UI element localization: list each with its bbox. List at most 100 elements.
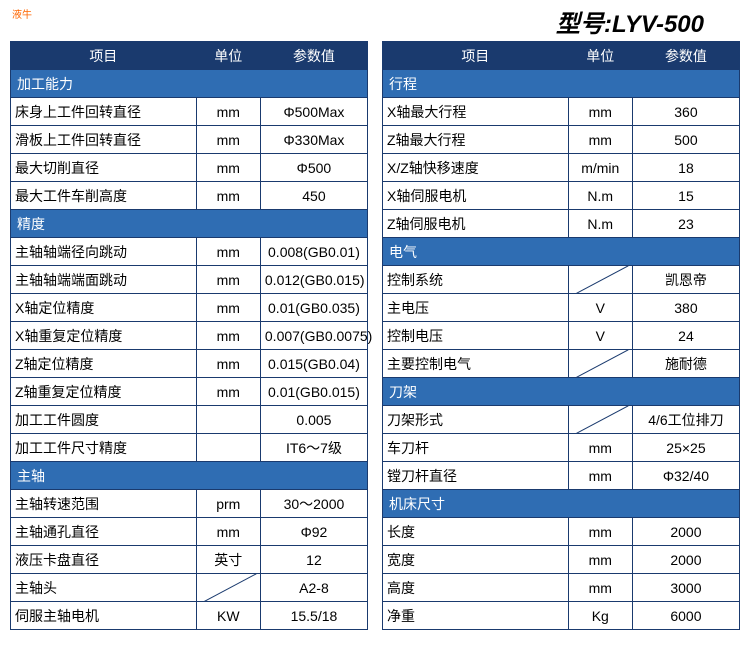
section-row: 行程 bbox=[383, 70, 740, 98]
section-label: 电气 bbox=[383, 238, 740, 266]
param-cell: X轴最大行程 bbox=[383, 98, 569, 126]
table-row: 高度mm3000 bbox=[383, 574, 740, 602]
unit-cell bbox=[568, 406, 632, 434]
table-row: 伺服主轴电机KW15.5/18 bbox=[11, 602, 368, 630]
param-cell: X轴伺服电机 bbox=[383, 182, 569, 210]
unit-cell: mm bbox=[568, 434, 632, 462]
table-header-row: 项目 单位 参数值 bbox=[11, 42, 368, 70]
unit-cell: mm bbox=[196, 518, 260, 546]
table-row: 加工工件圆度0.005 bbox=[11, 406, 368, 434]
section-row: 刀架 bbox=[383, 378, 740, 406]
section-row: 机床尺寸 bbox=[383, 490, 740, 518]
right-column: 项目 单位 参数值 行程X轴最大行程mm360Z轴最大行程mm500X/Z轴快移… bbox=[382, 41, 740, 630]
value-cell: 4/6工位排刀 bbox=[632, 406, 739, 434]
table-row: 主轴转速范围prm30～2000 bbox=[11, 490, 368, 518]
table-row: X轴伺服电机N.m15 bbox=[383, 182, 740, 210]
unit-cell: mm bbox=[196, 238, 260, 266]
unit-cell: mm bbox=[196, 350, 260, 378]
param-cell: 主要控制电气 bbox=[383, 350, 569, 378]
section-row: 主轴 bbox=[11, 462, 368, 490]
value-cell: Φ92 bbox=[260, 518, 367, 546]
header-param: 项目 bbox=[11, 42, 197, 70]
section-row: 精度 bbox=[11, 210, 368, 238]
unit-cell bbox=[568, 266, 632, 294]
table-row: 控制系统凯恩帝 bbox=[383, 266, 740, 294]
value-cell: Φ500 bbox=[260, 154, 367, 182]
value-cell: 450 bbox=[260, 182, 367, 210]
left-table: 项目 单位 参数值 加工能力床身上工件回转直径mmΦ500Max滑板上工件回转直… bbox=[10, 41, 368, 630]
unit-cell: mm bbox=[568, 546, 632, 574]
section-label: 行程 bbox=[383, 70, 740, 98]
unit-cell: mm bbox=[196, 294, 260, 322]
value-cell: 施耐德 bbox=[632, 350, 739, 378]
param-cell: 加工工件圆度 bbox=[11, 406, 197, 434]
table-row: 最大切削直径mmΦ500 bbox=[11, 154, 368, 182]
unit-cell: mm bbox=[196, 154, 260, 182]
value-cell: 500 bbox=[632, 126, 739, 154]
table-row: 主轴轴端端面跳动mm0.012(GB0.015) bbox=[11, 266, 368, 294]
unit-cell: Kg bbox=[568, 602, 632, 630]
unit-cell: N.m bbox=[568, 182, 632, 210]
value-cell: Φ32/40 bbox=[632, 462, 739, 490]
param-cell: 长度 bbox=[383, 518, 569, 546]
table-row: 主轴轴端径向跳动mm0.008(GB0.01) bbox=[11, 238, 368, 266]
unit-cell bbox=[196, 406, 260, 434]
table-row: 宽度mm2000 bbox=[383, 546, 740, 574]
table-row: 主要控制电气 施耐德 bbox=[383, 350, 740, 378]
value-cell: 18 bbox=[632, 154, 739, 182]
model-title: 型号:LYV-500 bbox=[10, 4, 740, 41]
param-cell: 主轴转速范围 bbox=[11, 490, 197, 518]
watermark-text: 液牛 bbox=[12, 6, 32, 21]
value-cell: 30～2000 bbox=[260, 490, 367, 518]
tables-container: 项目 单位 参数值 加工能力床身上工件回转直径mmΦ500Max滑板上工件回转直… bbox=[10, 41, 740, 630]
value-cell: 3000 bbox=[632, 574, 739, 602]
section-label: 刀架 bbox=[383, 378, 740, 406]
param-cell: X/Z轴快移速度 bbox=[383, 154, 569, 182]
value-cell: 15 bbox=[632, 182, 739, 210]
param-cell: 镗刀杆直径 bbox=[383, 462, 569, 490]
value-cell: 0.01(GB0.015) bbox=[260, 378, 367, 406]
table-row: 最大工件车削高度mm450 bbox=[11, 182, 368, 210]
value-cell: 25×25 bbox=[632, 434, 739, 462]
unit-cell: mm bbox=[568, 126, 632, 154]
param-cell: X轴重复定位精度 bbox=[11, 322, 197, 350]
value-cell: 2000 bbox=[632, 546, 739, 574]
param-cell: 加工工件尺寸精度 bbox=[11, 434, 197, 462]
value-cell: IT6～7级 bbox=[260, 434, 367, 462]
param-cell: 净重 bbox=[383, 602, 569, 630]
value-cell: Φ500Max bbox=[260, 98, 367, 126]
table-row: Z轴重复定位精度mm0.01(GB0.015) bbox=[11, 378, 368, 406]
unit-cell: mm bbox=[196, 322, 260, 350]
section-row: 电气 bbox=[383, 238, 740, 266]
value-cell: 2000 bbox=[632, 518, 739, 546]
param-cell: 主电压 bbox=[383, 294, 569, 322]
param-cell: 最大切削直径 bbox=[11, 154, 197, 182]
param-cell: Z轴最大行程 bbox=[383, 126, 569, 154]
header-param: 项目 bbox=[383, 42, 569, 70]
table-row: 控制电压V24 bbox=[383, 322, 740, 350]
param-cell: 伺服主轴电机 bbox=[11, 602, 197, 630]
table-row: 主轴通孔直径mmΦ92 bbox=[11, 518, 368, 546]
value-cell: 6000 bbox=[632, 602, 739, 630]
table-row: 车刀杆mm25×25 bbox=[383, 434, 740, 462]
table-row: 滑板上工件回转直径mmΦ330Max bbox=[11, 126, 368, 154]
value-cell: Φ330Max bbox=[260, 126, 367, 154]
section-label: 机床尺寸 bbox=[383, 490, 740, 518]
unit-cell: mm bbox=[196, 378, 260, 406]
table-row: Z轴定位精度mm0.015(GB0.04) bbox=[11, 350, 368, 378]
param-cell: 最大工件车削高度 bbox=[11, 182, 197, 210]
param-cell: Z轴重复定位精度 bbox=[11, 378, 197, 406]
section-label: 主轴 bbox=[11, 462, 368, 490]
table-row: Z轴最大行程mm500 bbox=[383, 126, 740, 154]
table-row: 床身上工件回转直径mmΦ500Max bbox=[11, 98, 368, 126]
value-cell: 0.015(GB0.04) bbox=[260, 350, 367, 378]
table-row: X轴最大行程mm360 bbox=[383, 98, 740, 126]
value-cell: 凯恩帝 bbox=[632, 266, 739, 294]
header-unit: 单位 bbox=[568, 42, 632, 70]
param-cell: 主轴通孔直径 bbox=[11, 518, 197, 546]
table-row: X/Z轴快移速度m/min18 bbox=[383, 154, 740, 182]
right-table: 项目 单位 参数值 行程X轴最大行程mm360Z轴最大行程mm500X/Z轴快移… bbox=[382, 41, 740, 630]
param-cell: 主轴头 bbox=[11, 574, 197, 602]
param-cell: Z轴定位精度 bbox=[11, 350, 197, 378]
unit-cell: mm bbox=[568, 462, 632, 490]
